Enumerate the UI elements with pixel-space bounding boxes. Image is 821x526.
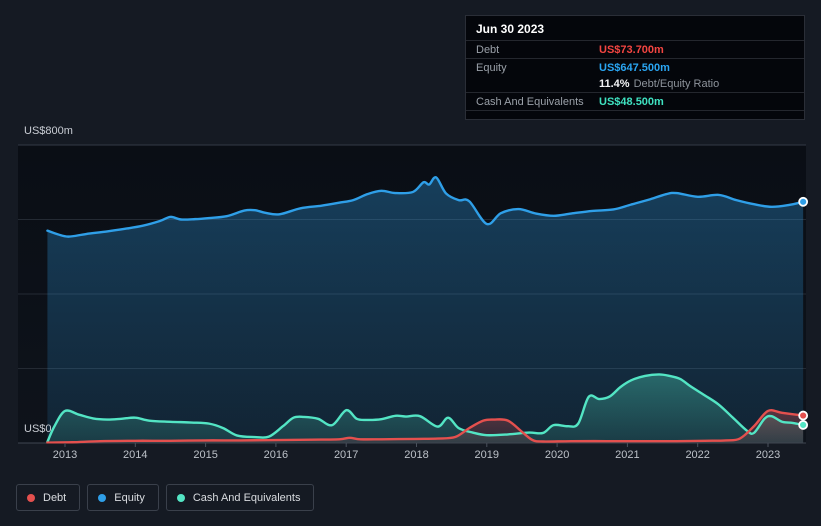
debt-endpoint-dot	[798, 410, 809, 421]
x-tick-label: 2014	[123, 449, 148, 461]
debt-series-dot-icon	[27, 493, 35, 502]
x-tick-label: 2022	[685, 449, 710, 461]
legend-label-equity: Equity	[114, 491, 145, 504]
equity-series-dot-icon	[98, 493, 107, 502]
equity-endpoint-dot	[798, 196, 809, 207]
equity-line	[46, 176, 805, 238]
tooltip-equity-row: Equity US$647.500m	[466, 59, 804, 76]
debt-value: US$73.700m	[599, 43, 664, 56]
x-tick-label: 2019	[474, 449, 500, 461]
debt-line	[46, 409, 805, 444]
cash-and-equivalents-line	[46, 373, 805, 444]
tooltip-date: Jun 30 2023	[466, 16, 804, 41]
legend-item-cash[interactable]: Cash And Equivalents	[165, 484, 315, 511]
cash-label: Cash And Equivalents	[476, 95, 584, 108]
x-tick-label: 2020	[544, 449, 570, 461]
y-axis-label-top: US$800m	[24, 125, 73, 137]
x-tick-label: 2013	[52, 449, 78, 461]
chart-legend: Debt Equity Cash And Equivalents	[16, 484, 315, 511]
debt-equity-ratio-value: 11.4%	[599, 78, 630, 90]
legend-item-debt[interactable]: Debt	[16, 484, 81, 511]
x-tick-label: 2015	[193, 449, 218, 461]
debt-equity-ratio-label: Debt/Equity Ratio	[633, 78, 720, 90]
equity-value: US$647.500m	[599, 61, 670, 74]
debt-label: Debt	[476, 43, 500, 56]
cash-series-dot-icon	[176, 493, 185, 502]
legend-label-cash: Cash And Equivalents	[192, 491, 301, 504]
x-axis: 2013 2014 2015 2016 2017 2018 2019 2020 2021 2022…	[0, 449, 821, 465]
x-tick-label: 2018	[404, 449, 429, 461]
y-axis-label-zero: US$0	[24, 423, 52, 435]
cash-and-equivalents-endpoint-dot	[798, 420, 809, 430]
x-tick-label: 2017	[333, 449, 359, 461]
cash-value: US$48.500m	[599, 95, 664, 108]
x-tick-label: 2023	[755, 449, 781, 461]
date-tooltip: Jun 30 2023 Debt US$73.700m Equity US$64…	[465, 15, 805, 120]
tooltip-cash-row: Cash And Equivalents US$48.500m	[466, 93, 804, 111]
legend-item-equity[interactable]: Equity	[87, 484, 159, 511]
equity-label: Equity	[476, 61, 507, 74]
tooltip-ratio-row: 11.4% Debt/Equity Ratio	[466, 76, 804, 93]
cash-and-equivalents-area	[47, 374, 804, 443]
x-tick-label: 2021	[615, 449, 640, 461]
legend-label-debt: Debt	[43, 491, 67, 504]
x-tick-label: 2016	[263, 449, 289, 461]
equity-area	[47, 177, 804, 443]
tooltip-debt-row: Debt US$73.700m	[466, 41, 804, 59]
